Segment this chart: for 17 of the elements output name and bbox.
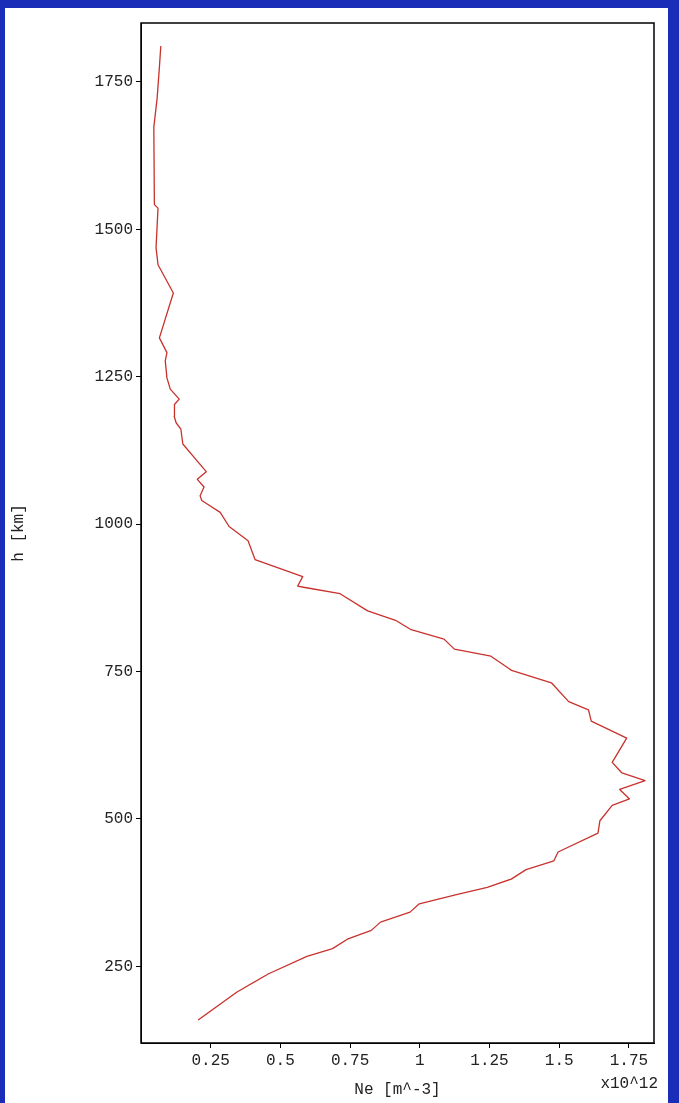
y-axis-title: h [km] [9,504,28,562]
text: x10^12 [600,1075,658,1094]
x-tick-label: 1.25 [470,1051,509,1070]
x-tick-label: 0.5 [266,1051,295,1070]
x-tick-label: 0.25 [191,1051,230,1070]
y-tick-label: 1250 [94,367,133,386]
y-tick-label: 1500 [94,220,133,239]
y-tick-label: 1000 [94,515,133,534]
y-tick-label: 250 [104,957,133,976]
y-tick-label: 750 [104,662,133,681]
y-tick-label: 500 [104,810,133,829]
x-tick-label: 1.5 [544,1051,574,1070]
y-tick-label: 1750 [94,73,133,92]
x-tick-label: 0.75 [330,1051,370,1070]
x-tick-label: 1 [415,1051,425,1070]
x-axis-title: Ne [m^-3] [354,1080,441,1099]
x-tick-label: 1.75 [609,1051,649,1070]
